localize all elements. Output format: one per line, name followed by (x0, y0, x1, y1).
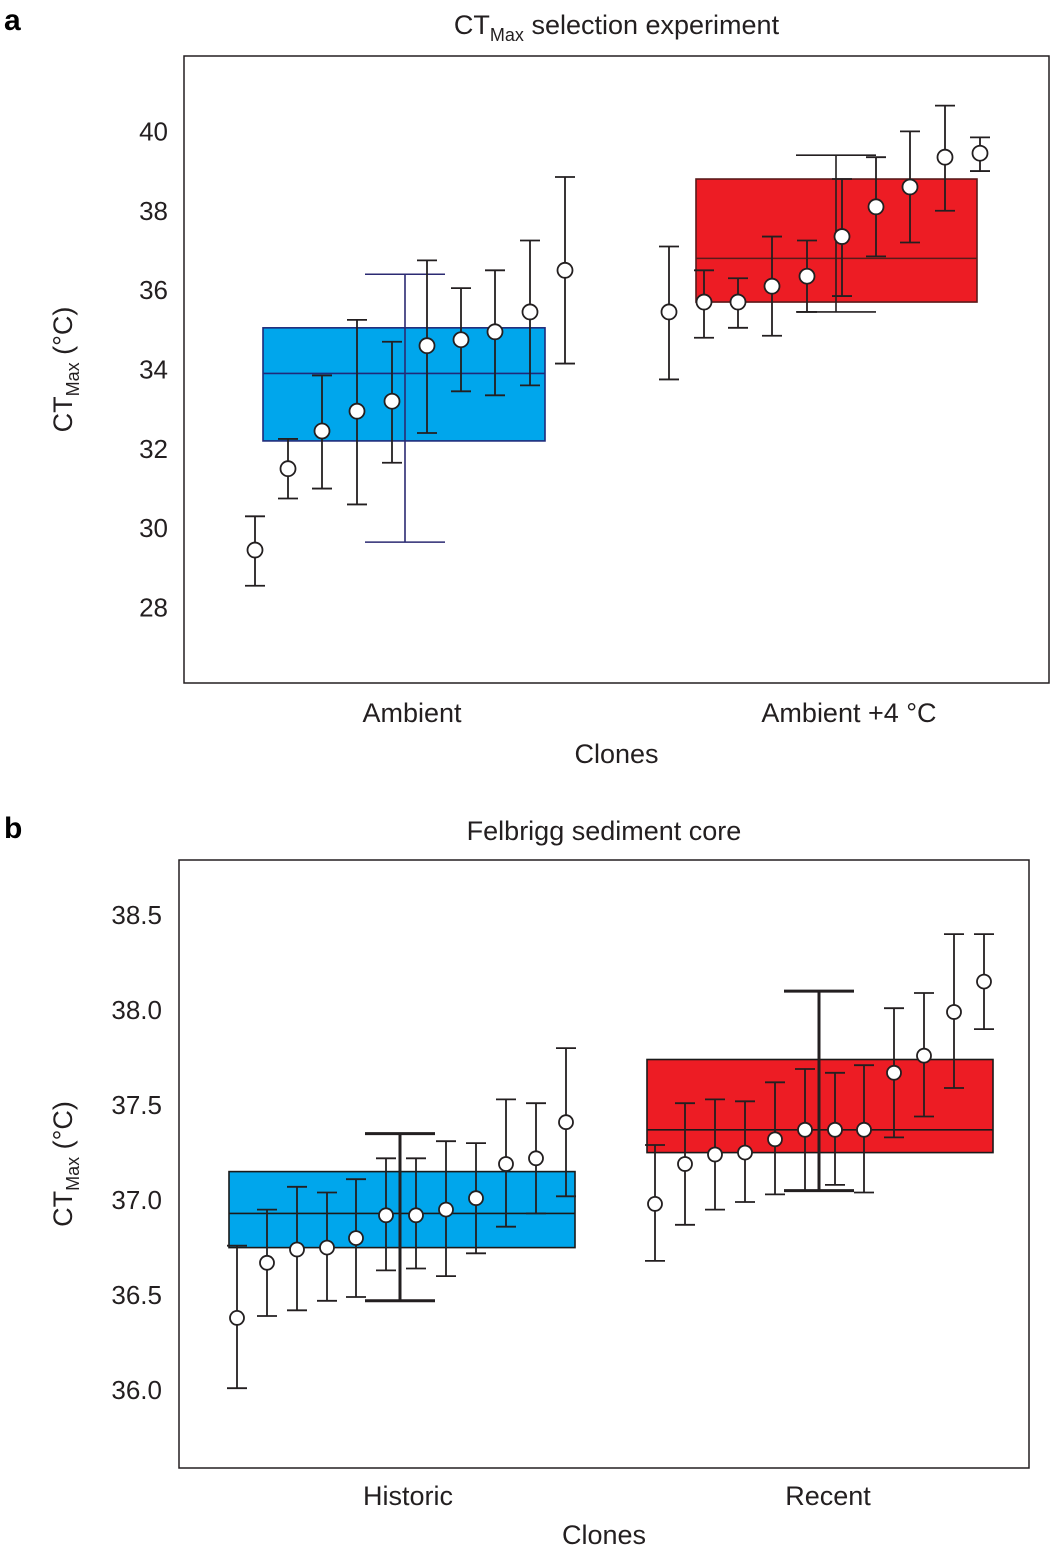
x-category-label: Historic (363, 1481, 453, 1511)
clone-point (229, 1310, 245, 1326)
clone-point (438, 1201, 454, 1218)
clone-point (408, 1207, 424, 1224)
clone-point (528, 1150, 544, 1167)
panel-a: a 28 30 32 34 36 38 40 Ambient Ambient +4 °C Clone… (4, 4, 1050, 769)
clone-point (348, 1230, 364, 1246)
y-tick-label: 36.0 (111, 1375, 162, 1405)
clone-point (378, 1207, 394, 1224)
box-iqr (262, 327, 546, 442)
clone-point (763, 277, 781, 295)
clone-point (798, 267, 816, 285)
clone-point (936, 148, 954, 166)
clone-point (486, 323, 504, 341)
clone-point (279, 460, 297, 478)
clone-point (452, 331, 470, 349)
x-axis-label: Clones (574, 739, 658, 769)
y-tick-label: 37.5 (111, 1090, 162, 1120)
y-tick-label: 38.0 (111, 995, 162, 1025)
y-axis-label: CTMax (°C) (48, 1101, 83, 1227)
clone-point (856, 1121, 872, 1138)
y-tick-label: 32 (139, 434, 168, 464)
clone-point (498, 1156, 514, 1172)
y-tick-label: 40 (139, 116, 168, 146)
clone-point (767, 1131, 783, 1148)
y-tick-label: 36 (139, 275, 168, 305)
y-tick-label: 30 (139, 513, 168, 543)
y-tick-label: 28 (139, 593, 168, 623)
clone-point (348, 402, 366, 420)
y-tick-label: 38.5 (111, 900, 162, 930)
clone-point (976, 973, 992, 990)
clone-point (695, 293, 713, 311)
panel-b: b 36.0 36.5 37.0 37.5 38.0 38.5 Historic Recent C… (4, 812, 1030, 1550)
chart-title: Felbrigg sediment core (467, 816, 742, 846)
clone-point (677, 1156, 693, 1172)
clone-point (971, 144, 989, 162)
clone-point (901, 178, 919, 196)
plot-frame (183, 55, 1050, 684)
panel-letter: b (4, 812, 22, 845)
clone-point (319, 1239, 335, 1256)
x-category-label: Ambient +4 °C (761, 698, 936, 728)
clone-point (886, 1064, 902, 1081)
x-axis-label: Clones (562, 1520, 646, 1550)
clone-point (259, 1254, 275, 1271)
chart-title: CTMax selection experiment (454, 10, 780, 45)
clone-point (468, 1190, 484, 1207)
clone-point (418, 337, 436, 355)
y-tick-label: 36.5 (111, 1280, 162, 1310)
clone-point (797, 1121, 813, 1138)
clone-point (827, 1121, 843, 1138)
y-tick-label: 34 (139, 355, 168, 385)
panel-letter: a (4, 4, 21, 37)
clone-point (647, 1196, 663, 1212)
clone-point (660, 303, 678, 321)
clone-point (289, 1241, 305, 1258)
clone-point (946, 1004, 962, 1020)
clone-point (867, 198, 885, 216)
y-tick-label: 38 (139, 196, 168, 226)
y-axis-label: CTMax (°C) (48, 307, 83, 433)
clone-point (558, 1114, 574, 1131)
clone-point (313, 422, 331, 440)
clone-point (833, 228, 851, 245)
clone-point (246, 541, 264, 559)
clone-point (383, 392, 401, 410)
x-category-label: Ambient (362, 698, 462, 728)
clone-point (916, 1047, 932, 1064)
clone-point (729, 293, 747, 311)
clone-point (556, 261, 574, 279)
clone-point (737, 1144, 753, 1161)
plot-frame (178, 859, 1030, 1469)
clone-point (521, 303, 539, 321)
y-tick-label: 37.0 (111, 1185, 162, 1215)
box-iqr (228, 1170, 576, 1249)
x-category-label: Recent (785, 1481, 871, 1511)
clone-point (707, 1146, 723, 1163)
